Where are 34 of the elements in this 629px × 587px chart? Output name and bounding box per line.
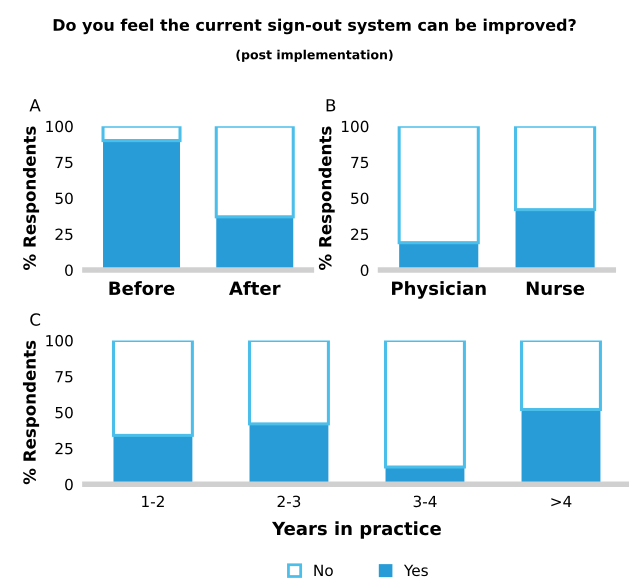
text: A [29,99,41,112]
x-tick-label: Physician [392,281,486,299]
y-tick-label: 75 [56,156,72,168]
y-tick-label: 25 [351,228,368,240]
y-tick-label: 75 [351,156,368,168]
x-tick-label: 1-2 [142,496,164,507]
x-tick-label: 2-3 [278,496,300,508]
y-tick-label: 100 [46,334,73,346]
x-tick-label: After [229,281,280,296]
x-tick-label: Before [109,281,174,296]
y-axis-title: % Respondents [318,126,335,270]
legend-label: No [314,564,333,576]
text: B [326,99,336,112]
x-tick-label: 3-4 [414,496,437,508]
y-axis-title: % Respondents [22,126,40,270]
y-tick-label: 0 [360,264,368,276]
y-axis-title: % Respondents [22,340,40,484]
legend-label: Yes [404,564,428,576]
x-tick-label: >4 [551,496,572,507]
chart-subtitle: (post implementation) [236,50,393,62]
x-axis-title: Years in practice [272,521,441,539]
y-tick-label: 100 [342,120,368,132]
chart-title: Do you feel the current sign-out system can be improved? [54,18,576,34]
y-tick-label: 100 [46,120,73,132]
text: C [30,313,40,326]
y-tick-label: 25 [55,228,72,240]
x-tick-label: Nurse [526,282,584,296]
y-tick-label: 0 [65,478,73,490]
y-tick-label: 50 [56,406,73,418]
y-tick-label: 0 [65,264,73,276]
y-tick-label: 25 [55,442,72,454]
y-tick-label: 50 [351,192,368,204]
y-tick-label: 50 [56,192,73,204]
y-tick-label: 75 [56,371,72,382]
